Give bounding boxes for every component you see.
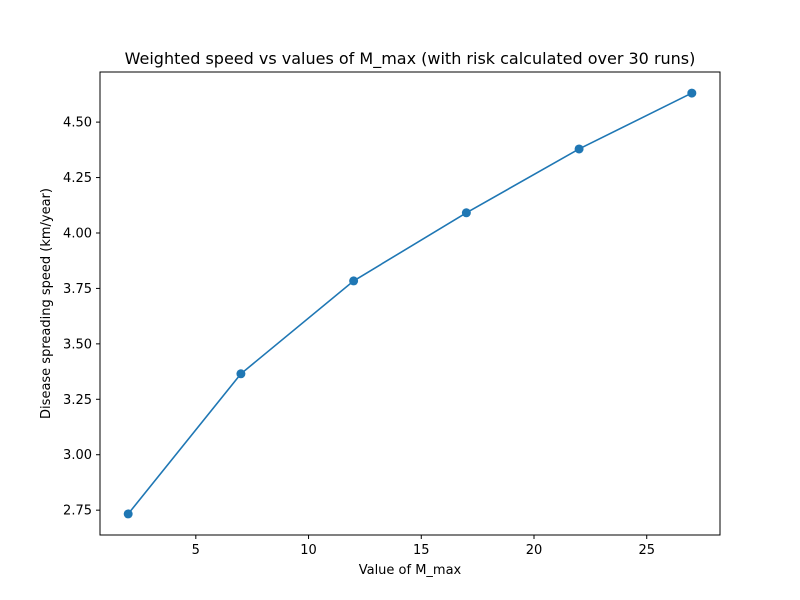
data-point [349,276,359,286]
series-layer [123,88,697,519]
series-line [127,92,693,515]
y-tick-label: 4.00 [63,226,92,241]
x-tick-label: 20 [526,543,543,558]
x-axis-label: Value of M_max [359,563,462,578]
data-point [461,208,471,218]
x-axis-ticks: 5 10 15 20 25 [192,535,655,558]
plot-frame [99,71,721,536]
data-point [687,88,697,98]
data-point [236,369,246,379]
data-point [574,144,584,154]
x-tick-label: 15 [413,543,430,558]
x-tick-label: 5 [192,543,200,558]
x-tick-label: 25 [638,543,655,558]
y-tick-label: 2.75 [63,504,92,519]
chart-title: Weighted speed vs values of M_max (with … [125,49,696,69]
plot-area: 5 10 15 20 25 2.75 3.00 3.25 3.50 3.75 4.00 4.25 4.… [63,71,721,558]
y-tick-label: 4.25 [63,171,92,186]
y-tick-label: 3.25 [63,393,92,408]
y-tick-label: 3.50 [63,337,92,352]
y-tick-label: 4.50 [63,116,92,131]
x-tick-label: 10 [300,543,317,558]
y-axis-label: Disease spreading speed (km/year) [39,188,54,419]
y-axis-ticks: 2.75 3.00 3.25 3.50 3.75 4.00 4.25 4.50 [63,116,100,519]
y-tick-label: 3.75 [63,282,92,297]
data-point [123,509,133,519]
y-tick-label: 3.00 [63,448,92,463]
